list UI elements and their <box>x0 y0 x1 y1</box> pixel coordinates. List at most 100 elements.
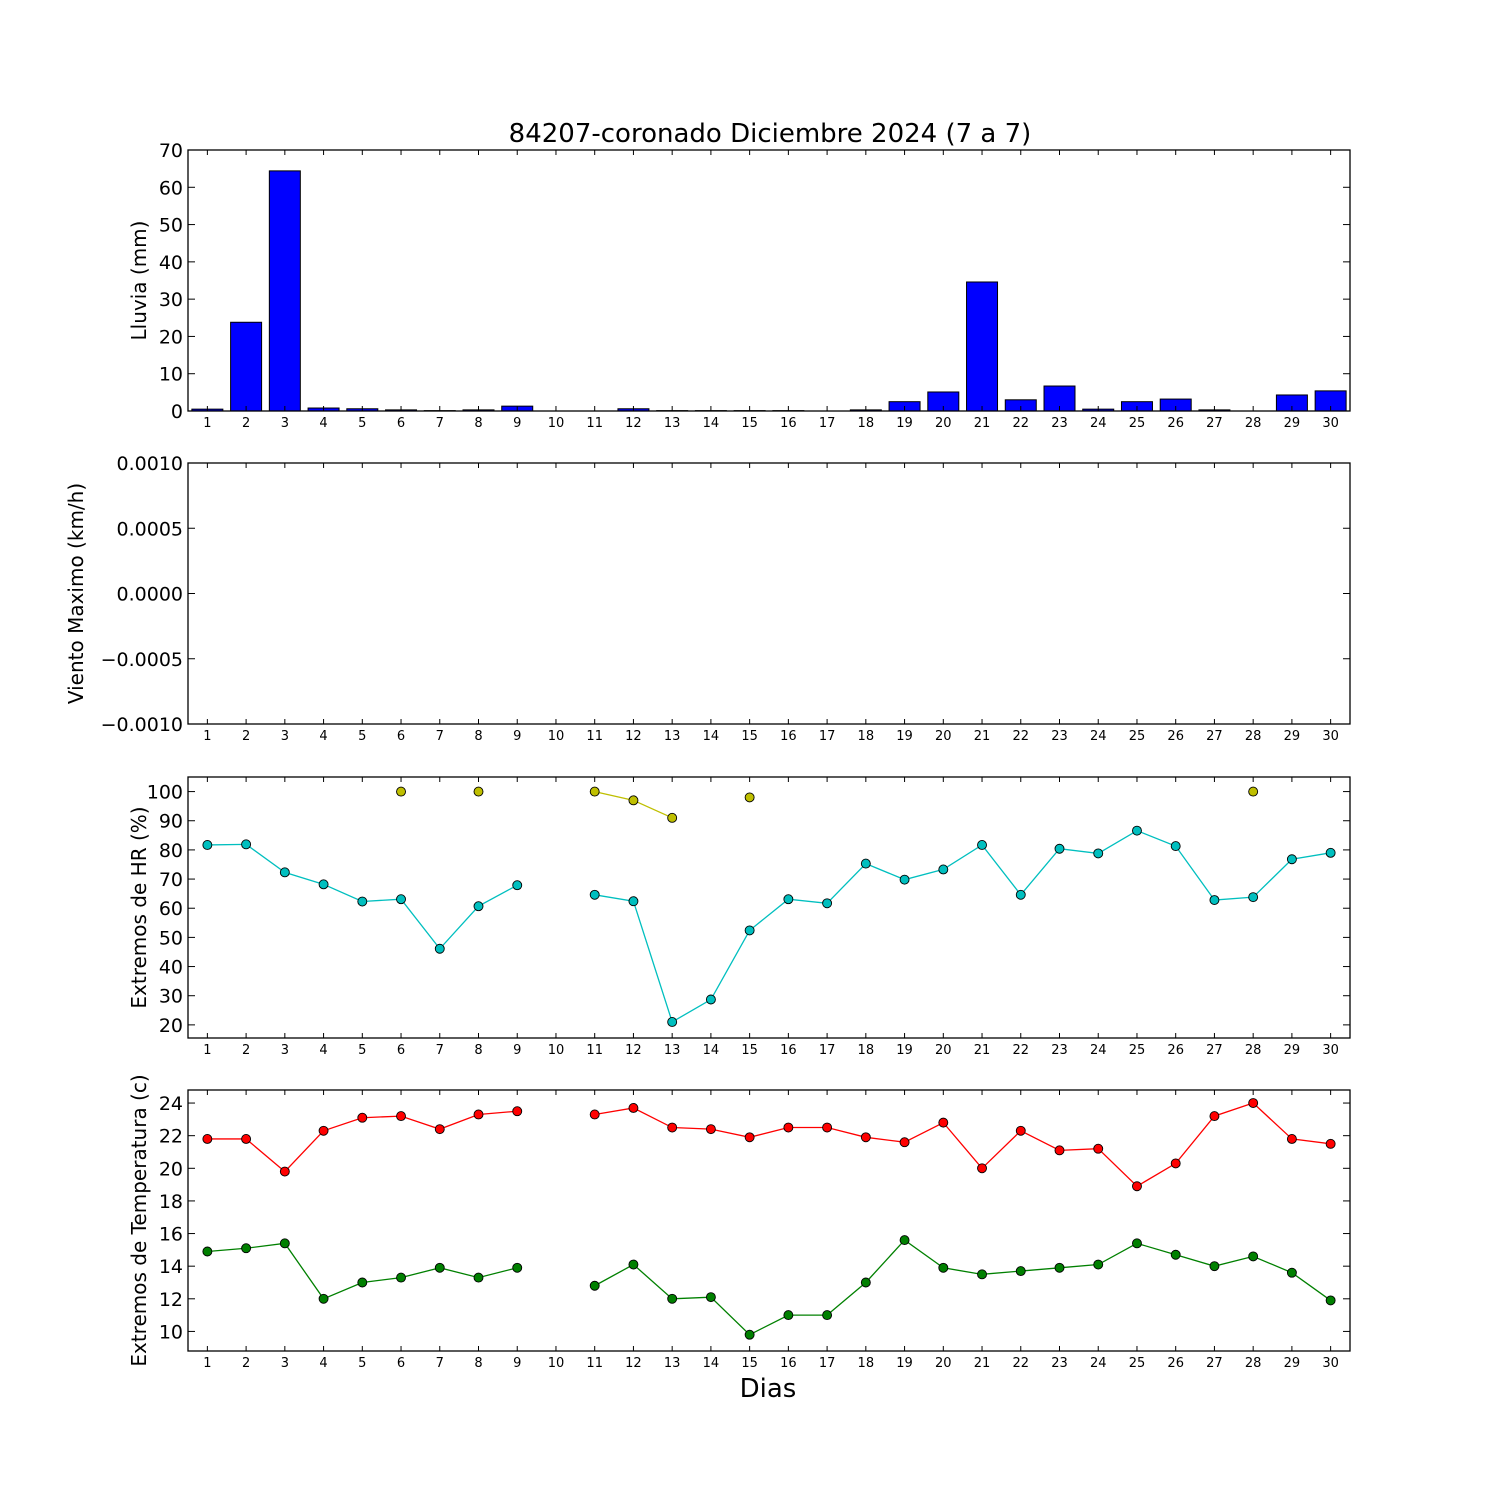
x-tick-label: 21 <box>974 1356 991 1371</box>
series-2-point-day-24 <box>1094 1260 1103 1269</box>
x-tick-label: 8 <box>474 1356 482 1371</box>
x-tick-label: 27 <box>1206 1043 1223 1058</box>
x-tick-label: 27 <box>1206 1356 1223 1371</box>
x-tick-label: 22 <box>1012 1356 1029 1371</box>
x-axis-label: Dias <box>740 1374 797 1404</box>
series-2-point-day-7 <box>435 1263 444 1272</box>
x-tick-label: 7 <box>436 729 444 744</box>
x-tick-label: 29 <box>1284 1356 1301 1371</box>
x-tick-label: 2 <box>242 416 250 431</box>
x-tick-label: 9 <box>513 1043 521 1058</box>
series-1-point-day-19 <box>900 1138 909 1147</box>
series-2-point-day-15 <box>745 926 754 935</box>
series-1-point-day-11 <box>590 1110 599 1119</box>
x-tick-label: 4 <box>319 729 327 744</box>
chart-title: 84207-coronado Diciembre 2024 (7 a 7) <box>509 119 1032 149</box>
series-1-point-day-7 <box>435 1125 444 1134</box>
x-tick-label: 28 <box>1245 416 1262 431</box>
x-tick-label: 2 <box>242 1043 250 1058</box>
x-tick-label: 30 <box>1322 416 1339 431</box>
series-1-point-day-20 <box>939 1118 948 1127</box>
series-2-point-day-18 <box>861 1278 870 1287</box>
x-tick-label: 26 <box>1167 1356 1184 1371</box>
x-tick-label: 19 <box>896 1043 913 1058</box>
y-tick-label: 30 <box>159 986 183 1008</box>
series-1-point-day-28 <box>1249 787 1258 796</box>
series-2-point-day-2 <box>242 1244 251 1253</box>
series-1-point-day-6 <box>397 1112 406 1121</box>
series-2-point-day-26 <box>1171 842 1180 851</box>
x-tick-label: 21 <box>974 416 991 431</box>
x-tick-label: 16 <box>780 729 797 744</box>
x-tick-label: 10 <box>548 416 565 431</box>
x-tick-label: 28 <box>1245 1356 1262 1371</box>
x-tick-label: 7 <box>436 1043 444 1058</box>
x-tick-label: 27 <box>1206 416 1223 431</box>
series-2-point-day-5 <box>358 1278 367 1287</box>
x-tick-label: 1 <box>203 416 211 431</box>
x-tick-label: 18 <box>858 416 875 431</box>
y-tick-label: 0 <box>171 401 183 423</box>
x-tick-label: 13 <box>664 1043 681 1058</box>
y-tick-label: 40 <box>159 252 183 274</box>
y-tick-label: 90 <box>159 811 183 833</box>
series-1-point-day-22 <box>1016 1126 1025 1135</box>
x-tick-label: 26 <box>1167 729 1184 744</box>
series-2-point-day-19 <box>900 1236 909 1245</box>
x-tick-label: 10 <box>548 1043 565 1058</box>
series-1-point-day-30 <box>1326 1139 1335 1148</box>
x-tick-label: 12 <box>625 1043 642 1058</box>
series-1-point-day-8 <box>474 787 483 796</box>
y-tick-label: 80 <box>159 840 183 862</box>
y-tick-label: 60 <box>159 177 183 199</box>
x-tick-label: 28 <box>1245 1043 1262 1058</box>
series-2-point-day-9 <box>513 1263 522 1272</box>
y-tick-label: 70 <box>159 140 183 162</box>
x-tick-label: 20 <box>935 1043 952 1058</box>
x-tick-label: 16 <box>780 1356 797 1371</box>
series-2-point-day-20 <box>939 1263 948 1272</box>
x-tick-label: 23 <box>1051 729 1068 744</box>
y-tick-label: 50 <box>159 215 183 237</box>
x-tick-label: 13 <box>664 729 681 744</box>
y-tick-label: 10 <box>159 1321 183 1343</box>
y-tick-label: 20 <box>159 1158 183 1180</box>
series-2-point-day-27 <box>1210 896 1219 905</box>
x-tick-label: 13 <box>664 1356 681 1371</box>
series-1-point-day-15 <box>745 1133 754 1142</box>
x-tick-label: 1 <box>203 1043 211 1058</box>
x-tick-label: 29 <box>1284 416 1301 431</box>
x-tick-label: 14 <box>703 729 720 744</box>
series-2-point-day-11 <box>590 1281 599 1290</box>
x-tick-label: 9 <box>513 729 521 744</box>
series-1-point-day-24 <box>1094 1144 1103 1153</box>
series-2-point-day-11 <box>590 890 599 899</box>
y-tick-label: −0.0010 <box>101 714 183 736</box>
series-2-point-day-29 <box>1287 1268 1296 1277</box>
series-2-point-day-16 <box>784 1311 793 1320</box>
series-2-point-day-9 <box>513 881 522 890</box>
series-2-point-day-8 <box>474 902 483 911</box>
x-tick-label: 23 <box>1051 1043 1068 1058</box>
x-tick-label: 21 <box>974 1043 991 1058</box>
x-tick-label: 24 <box>1090 1356 1107 1371</box>
x-tick-label: 22 <box>1012 1043 1029 1058</box>
series-2-line-segment <box>595 1240 1331 1335</box>
series-1-point-day-1 <box>203 1134 212 1143</box>
bar-day-21 <box>967 282 998 411</box>
bar-day-2 <box>231 322 262 411</box>
series-2-point-day-1 <box>203 1247 212 1256</box>
series-1-point-day-25 <box>1132 1182 1141 1191</box>
series-2-point-day-16 <box>784 895 793 904</box>
y-axis-label: Extremos de HR (%) <box>127 806 151 1008</box>
x-tick-label: 20 <box>935 1356 952 1371</box>
y-tick-label: 20 <box>159 326 183 348</box>
x-tick-label: 5 <box>358 1356 366 1371</box>
y-tick-label: 40 <box>159 957 183 979</box>
series-2-point-day-17 <box>823 899 832 908</box>
x-tick-label: 3 <box>281 1043 289 1058</box>
panel-frame <box>188 777 1350 1038</box>
series-2-point-day-13 <box>668 1294 677 1303</box>
